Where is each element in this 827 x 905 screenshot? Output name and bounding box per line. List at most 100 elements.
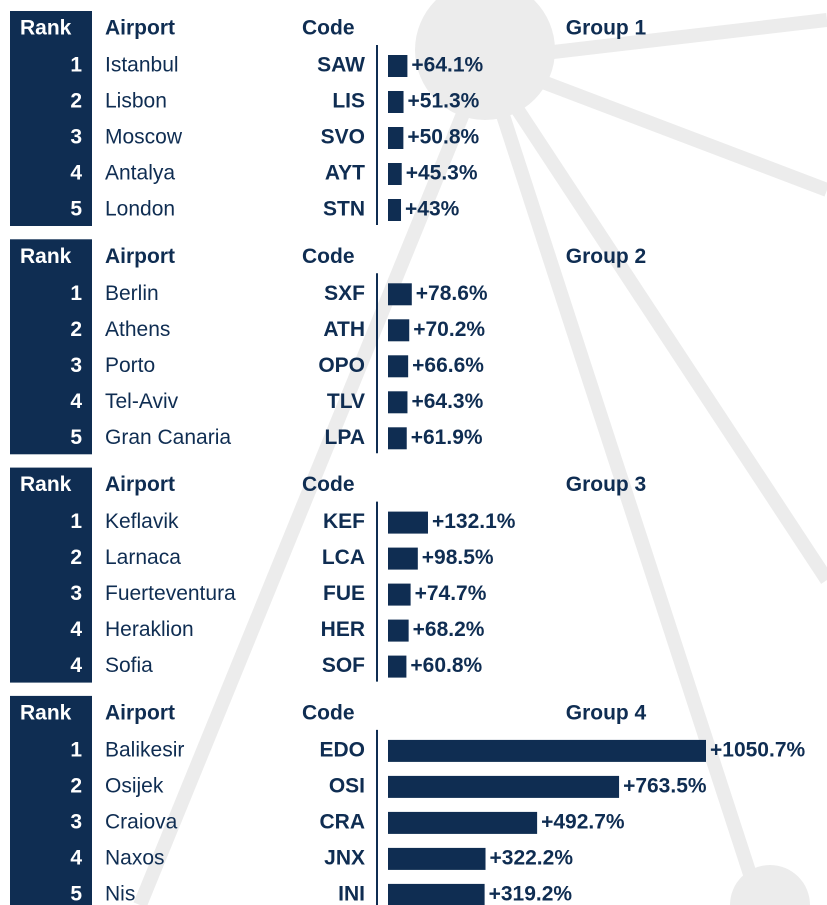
- code-header: Code: [302, 473, 355, 496]
- airport: Tel-Aviv: [105, 390, 179, 413]
- rank-column: [10, 239, 92, 455]
- rank: 2: [70, 318, 82, 341]
- value-label: +64.1%: [411, 54, 483, 77]
- airport-header: Airport: [105, 245, 175, 268]
- value-label: +51.3%: [408, 90, 480, 113]
- rank: 2: [70, 90, 82, 113]
- value-label: +322.2%: [490, 846, 574, 869]
- airport: Keflavik: [105, 510, 179, 533]
- code: EDO: [319, 738, 365, 761]
- code: LPA: [325, 426, 365, 449]
- code: JNX: [324, 846, 365, 869]
- rank-column: [10, 467, 92, 683]
- rank: 5: [70, 198, 82, 221]
- bar: [388, 811, 538, 834]
- value-label: +45.3%: [406, 162, 478, 185]
- airport: Heraklion: [105, 618, 194, 641]
- value-label: +74.7%: [415, 582, 487, 605]
- bar: [388, 427, 407, 450]
- airport: Istanbul: [105, 54, 179, 77]
- rank-column: [10, 11, 92, 226]
- bar: [388, 55, 408, 77]
- code: SVO: [321, 126, 365, 149]
- code: KEF: [323, 510, 365, 533]
- code: AYT: [325, 162, 365, 185]
- airport: London: [105, 198, 175, 221]
- code: LIS: [332, 90, 365, 113]
- rank: 4: [70, 654, 82, 677]
- rank: 2: [70, 774, 82, 797]
- rank: 2: [70, 546, 82, 569]
- code: SOF: [322, 654, 365, 677]
- airport: Berlin: [105, 282, 159, 305]
- value-label: +61.9%: [411, 426, 483, 449]
- airport: Naxos: [105, 846, 165, 869]
- rank: 5: [70, 882, 82, 905]
- rank: 3: [70, 810, 82, 833]
- code: LCA: [322, 546, 365, 569]
- code: FUE: [323, 582, 365, 605]
- bar: [388, 883, 485, 905]
- code-header: Code: [302, 245, 355, 268]
- code: OPO: [318, 354, 365, 377]
- rank: 5: [70, 426, 82, 449]
- code: OSI: [329, 774, 365, 797]
- airport: Osijek: [105, 774, 164, 797]
- rank-header: Rank: [20, 17, 72, 40]
- rank: 1: [70, 738, 82, 761]
- bar: [388, 583, 411, 606]
- bar: [388, 847, 486, 870]
- bar: [388, 283, 412, 306]
- airport: Porto: [105, 354, 155, 377]
- code: TLV: [327, 390, 365, 413]
- value-label: +43%: [405, 198, 460, 221]
- value-label: +64.3%: [411, 390, 483, 413]
- bar: [388, 355, 409, 378]
- code-header: Code: [302, 17, 355, 40]
- value-label: +68.2%: [413, 618, 485, 641]
- value-label: +319.2%: [489, 882, 573, 905]
- bar: [388, 91, 404, 113]
- airport-header: Airport: [105, 473, 175, 496]
- value-label: +132.1%: [432, 510, 516, 533]
- rank: 1: [70, 282, 82, 305]
- code: SAW: [317, 54, 365, 77]
- airport: Moscow: [105, 126, 183, 149]
- code: CRA: [320, 810, 366, 833]
- airport: Gran Canaria: [105, 426, 231, 449]
- bar: [388, 775, 620, 798]
- value-label: +1050.7%: [710, 738, 805, 761]
- airport: Larnaca: [105, 546, 181, 569]
- rank-header: Rank: [20, 473, 72, 496]
- airport: Athens: [105, 318, 170, 341]
- value-label: +763.5%: [623, 774, 707, 797]
- group-header: Group 4: [566, 701, 647, 724]
- code: HER: [321, 618, 365, 641]
- airport: Fuerteventura: [105, 582, 236, 605]
- code: SXF: [324, 282, 365, 305]
- airport: Craiova: [105, 810, 178, 833]
- group-header: Group 1: [566, 17, 647, 40]
- airport: Balikesir: [105, 738, 184, 761]
- rank: 1: [70, 54, 82, 77]
- rank: 3: [70, 582, 82, 605]
- rank-header: Rank: [20, 701, 72, 724]
- bar: [388, 391, 408, 414]
- rank: 4: [70, 162, 82, 185]
- rank: 3: [70, 126, 82, 149]
- bar: [388, 319, 410, 342]
- airport: Nis: [105, 882, 135, 905]
- bar: [388, 511, 428, 534]
- background-decoration: [133, 0, 827, 905]
- code: ATH: [323, 318, 365, 341]
- airport-header: Airport: [105, 701, 175, 724]
- value-label: +492.7%: [541, 810, 625, 833]
- code: STN: [323, 198, 365, 221]
- airport: Lisbon: [105, 90, 167, 113]
- bar: [388, 127, 404, 149]
- code: INI: [338, 882, 365, 905]
- rank: 4: [70, 390, 82, 413]
- rank-header: Rank: [20, 245, 72, 268]
- code-header: Code: [302, 701, 355, 724]
- value-label: +78.6%: [416, 282, 488, 305]
